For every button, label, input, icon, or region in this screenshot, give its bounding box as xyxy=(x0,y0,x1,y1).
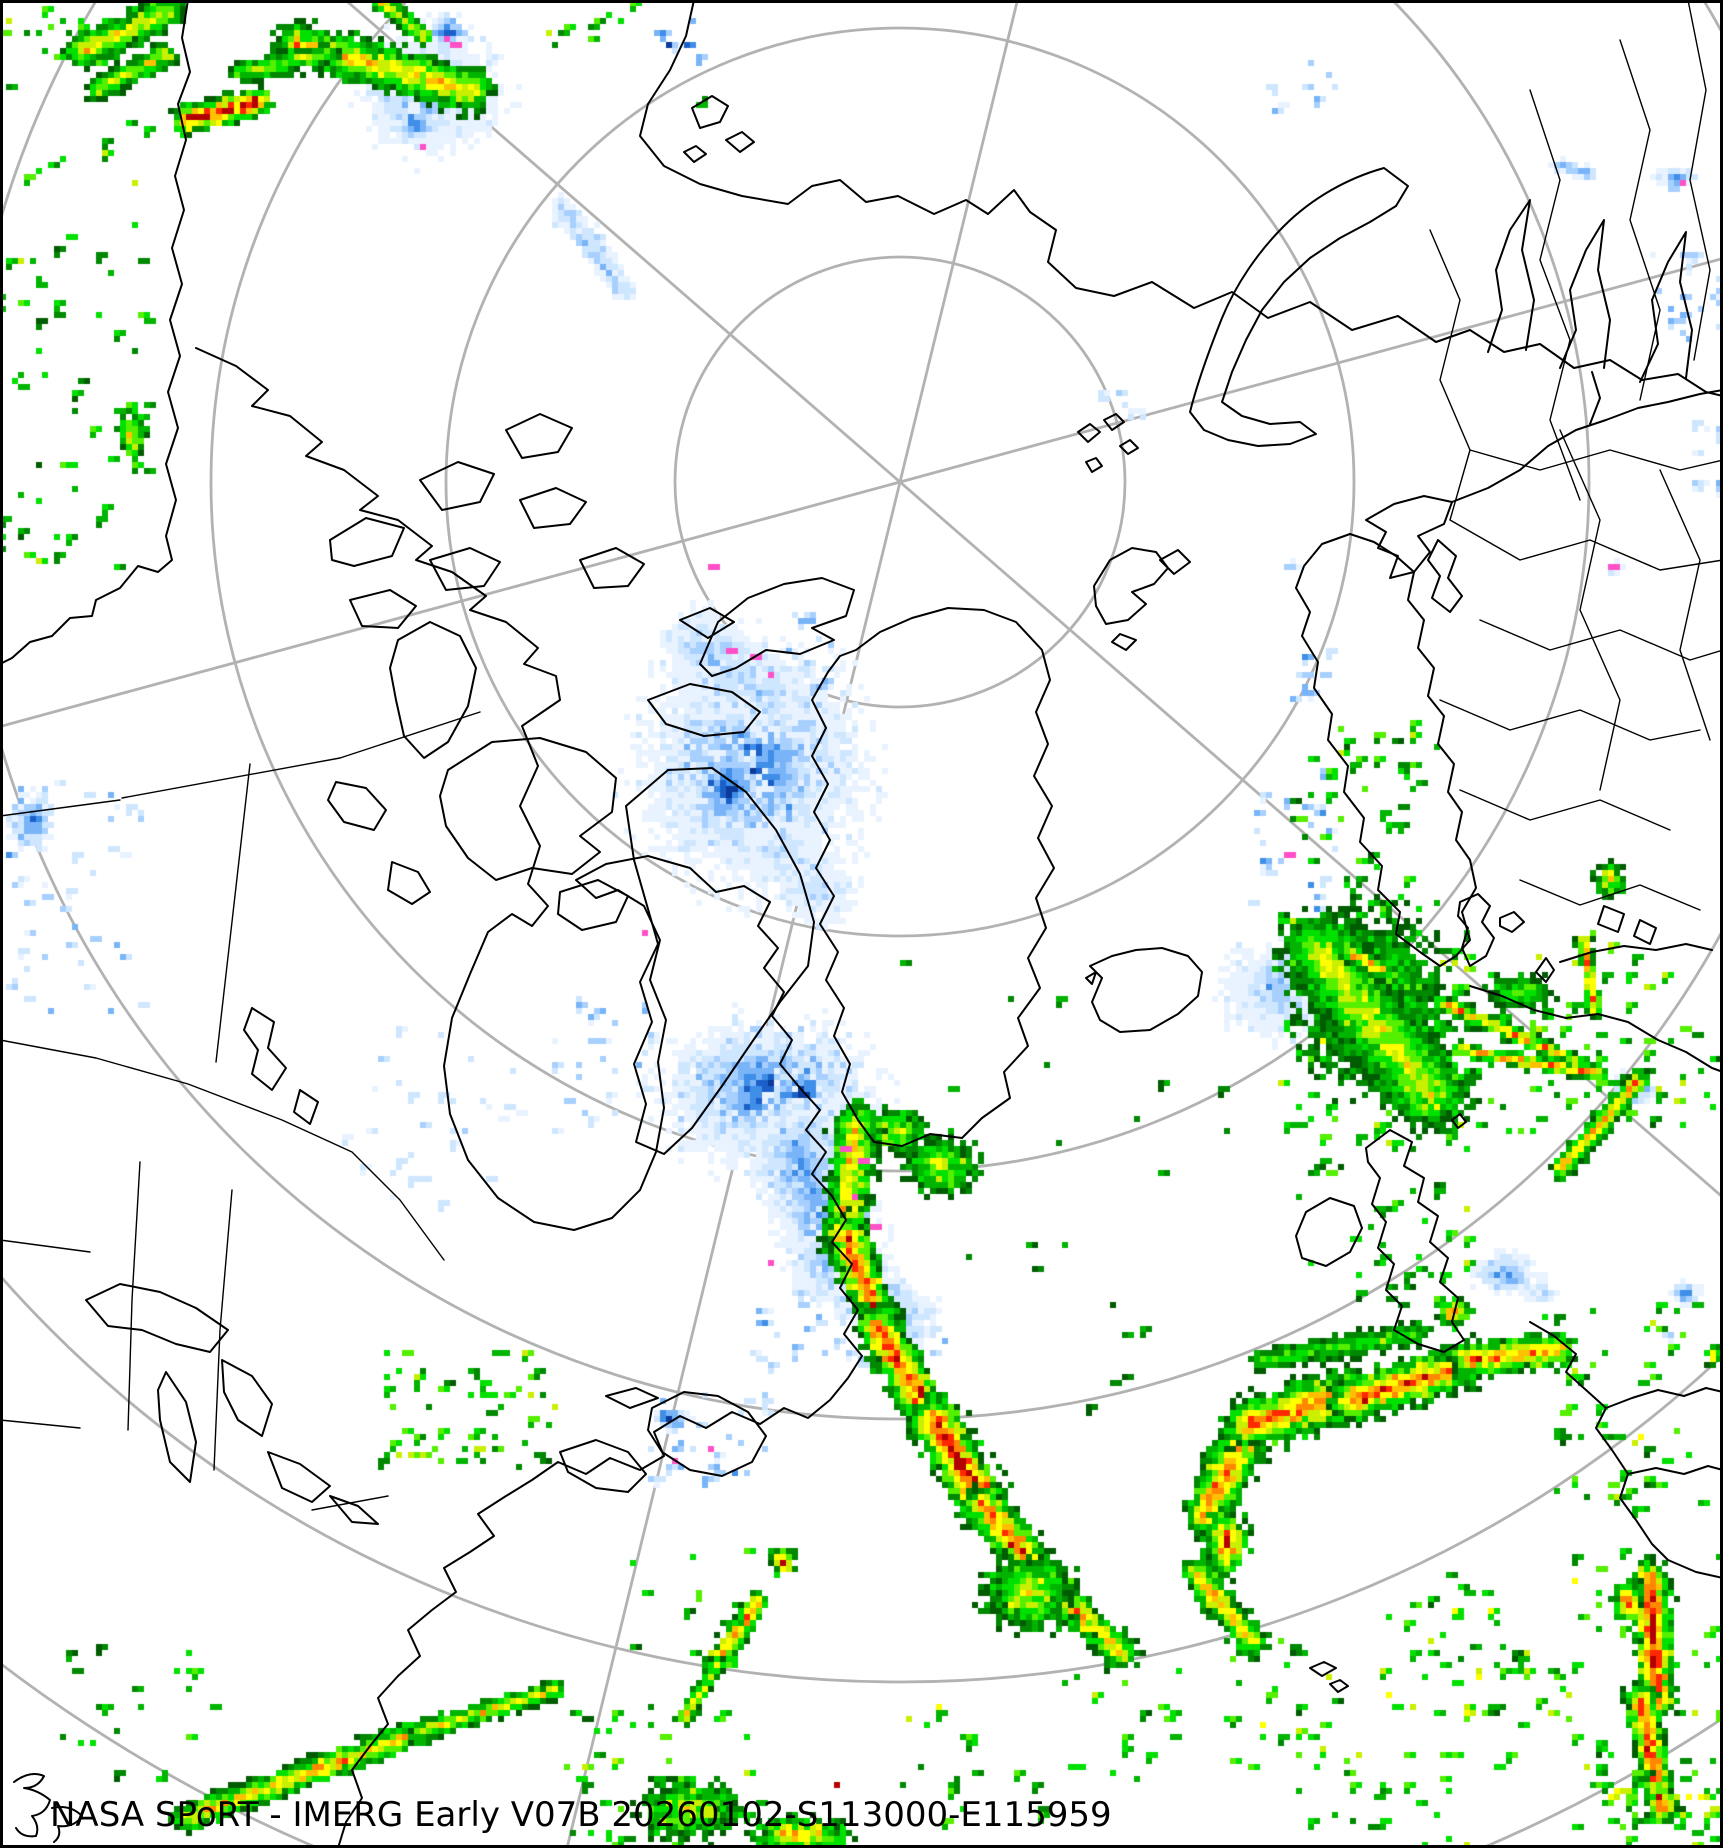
russia-barents-coast xyxy=(1451,371,1723,503)
victoria-island xyxy=(439,737,617,881)
severnaya-zemlya xyxy=(683,95,755,163)
queen-elizabeth-islands xyxy=(329,413,735,639)
denmark-baltic xyxy=(1457,893,1723,1073)
novaya-zemlya xyxy=(1189,167,1409,447)
southampton-island xyxy=(557,879,629,931)
svalbard xyxy=(1093,547,1191,651)
newfoundland-nova-scotia xyxy=(559,1387,767,1493)
great-lakes xyxy=(85,1283,379,1525)
banks-island xyxy=(389,621,477,759)
siberia-peninsulas xyxy=(1487,199,1693,383)
north-america-mainland xyxy=(195,347,863,1848)
great-britain-ireland xyxy=(1295,1113,1467,1353)
canada-lakes xyxy=(243,781,431,1125)
alaska-coast xyxy=(0,0,191,665)
iceland xyxy=(1085,947,1203,1033)
ellesmere-island xyxy=(699,577,855,677)
greenland xyxy=(811,607,1055,1147)
scandinavia xyxy=(1295,533,1477,967)
kola-white-sea xyxy=(1365,495,1463,613)
devon-island xyxy=(647,683,761,737)
russia-borders xyxy=(1429,0,1723,911)
product-label: NASA SPoRT - IMERG Early V07B 20260102-S… xyxy=(50,1795,1112,1835)
aleutian-fragments xyxy=(13,1773,83,1843)
russia-lakes xyxy=(1597,905,1657,945)
france-iberia xyxy=(1309,1321,1723,1693)
siberia-coast xyxy=(639,0,1723,397)
franz-josef-land xyxy=(1077,413,1139,473)
baffin-island xyxy=(625,767,815,1155)
canada-borders xyxy=(0,711,481,1511)
